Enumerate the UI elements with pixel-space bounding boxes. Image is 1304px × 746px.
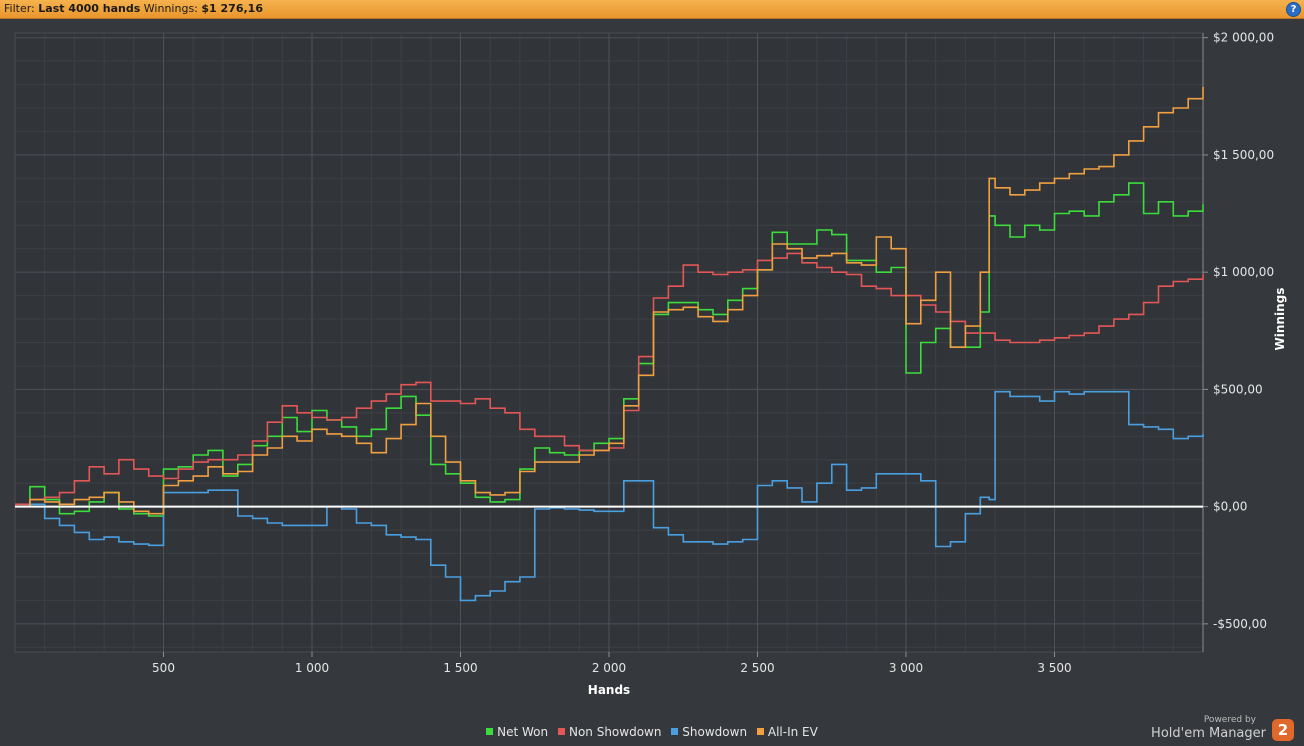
legend-swatch (756, 728, 764, 735)
powered-by-text: Powered by (1203, 715, 1256, 725)
y-tick-label: $0,00 (1213, 500, 1247, 514)
x-tick-label: 500 (152, 661, 175, 675)
y-tick-label: $2 000,00 (1213, 31, 1274, 45)
filter-value: Last 4000 hands (38, 2, 141, 15)
filter-label: Filter: (4, 2, 35, 15)
x-tick-label: 1 500 (443, 661, 477, 675)
series-line-non-showdown (15, 252, 1204, 506)
y-tick-label: -$500,00 (1213, 617, 1267, 631)
legend-swatch (671, 728, 679, 735)
hem2-logo-icon: 2 (1272, 719, 1294, 741)
legend-item-non-showdown[interactable]: Non Showdown (557, 725, 662, 739)
winnings-label: Winnings: (143, 2, 198, 15)
legend-label: All-In EV (767, 725, 818, 739)
legend-label: Non Showdown (568, 725, 662, 739)
x-tick-label: 2 000 (592, 661, 626, 675)
x-tick-label: 2 500 (740, 661, 774, 675)
x-tick-label: 1 000 (295, 661, 329, 675)
legend-swatch (486, 728, 494, 735)
legend-item-showdown[interactable]: Showdown (671, 725, 747, 739)
winnings-value: $1 276,16 (201, 2, 263, 15)
help-icon[interactable]: ? (1286, 2, 1301, 17)
winnings-chart: 500 1 000 1 500 2 000 2 500 3 000 3 500 $2 000,… (14, 31, 1287, 697)
legend-item-all-in-ev[interactable]: All-In EV (756, 725, 818, 739)
product-name: Hold'em Manager (1151, 726, 1266, 741)
series-line-showdown (15, 390, 1204, 602)
x-axis-title: Hands (588, 683, 630, 697)
y-axis-title: Winnings (1273, 288, 1287, 351)
x-tick-label: 3 000 (889, 661, 923, 675)
filter-bar: Filter: Last 4000 hands Winnings: $1 276… (0, 0, 1304, 19)
series-line-all-in-ev (15, 86, 1204, 515)
x-tick-label: 3 500 (1037, 661, 1071, 675)
legend-label: Showdown (682, 725, 748, 739)
filter-summary: Filter: Last 4000 hands Winnings: $1 276… (4, 0, 263, 18)
y-tick-label: $1 000,00 (1213, 265, 1274, 279)
y-tick-label: $1 500,00 (1213, 148, 1274, 162)
legend-swatch (557, 728, 565, 735)
chart-legend: Net Won Non Showdown Showdown All-In EV (0, 725, 1304, 739)
y-tick-label: $500,00 (1213, 382, 1263, 396)
legend-label: Net Won (497, 725, 549, 739)
branding: Powered by Hold'em Manager 2 (1151, 713, 1296, 743)
legend-item-net-won[interactable]: Net Won (486, 725, 548, 739)
